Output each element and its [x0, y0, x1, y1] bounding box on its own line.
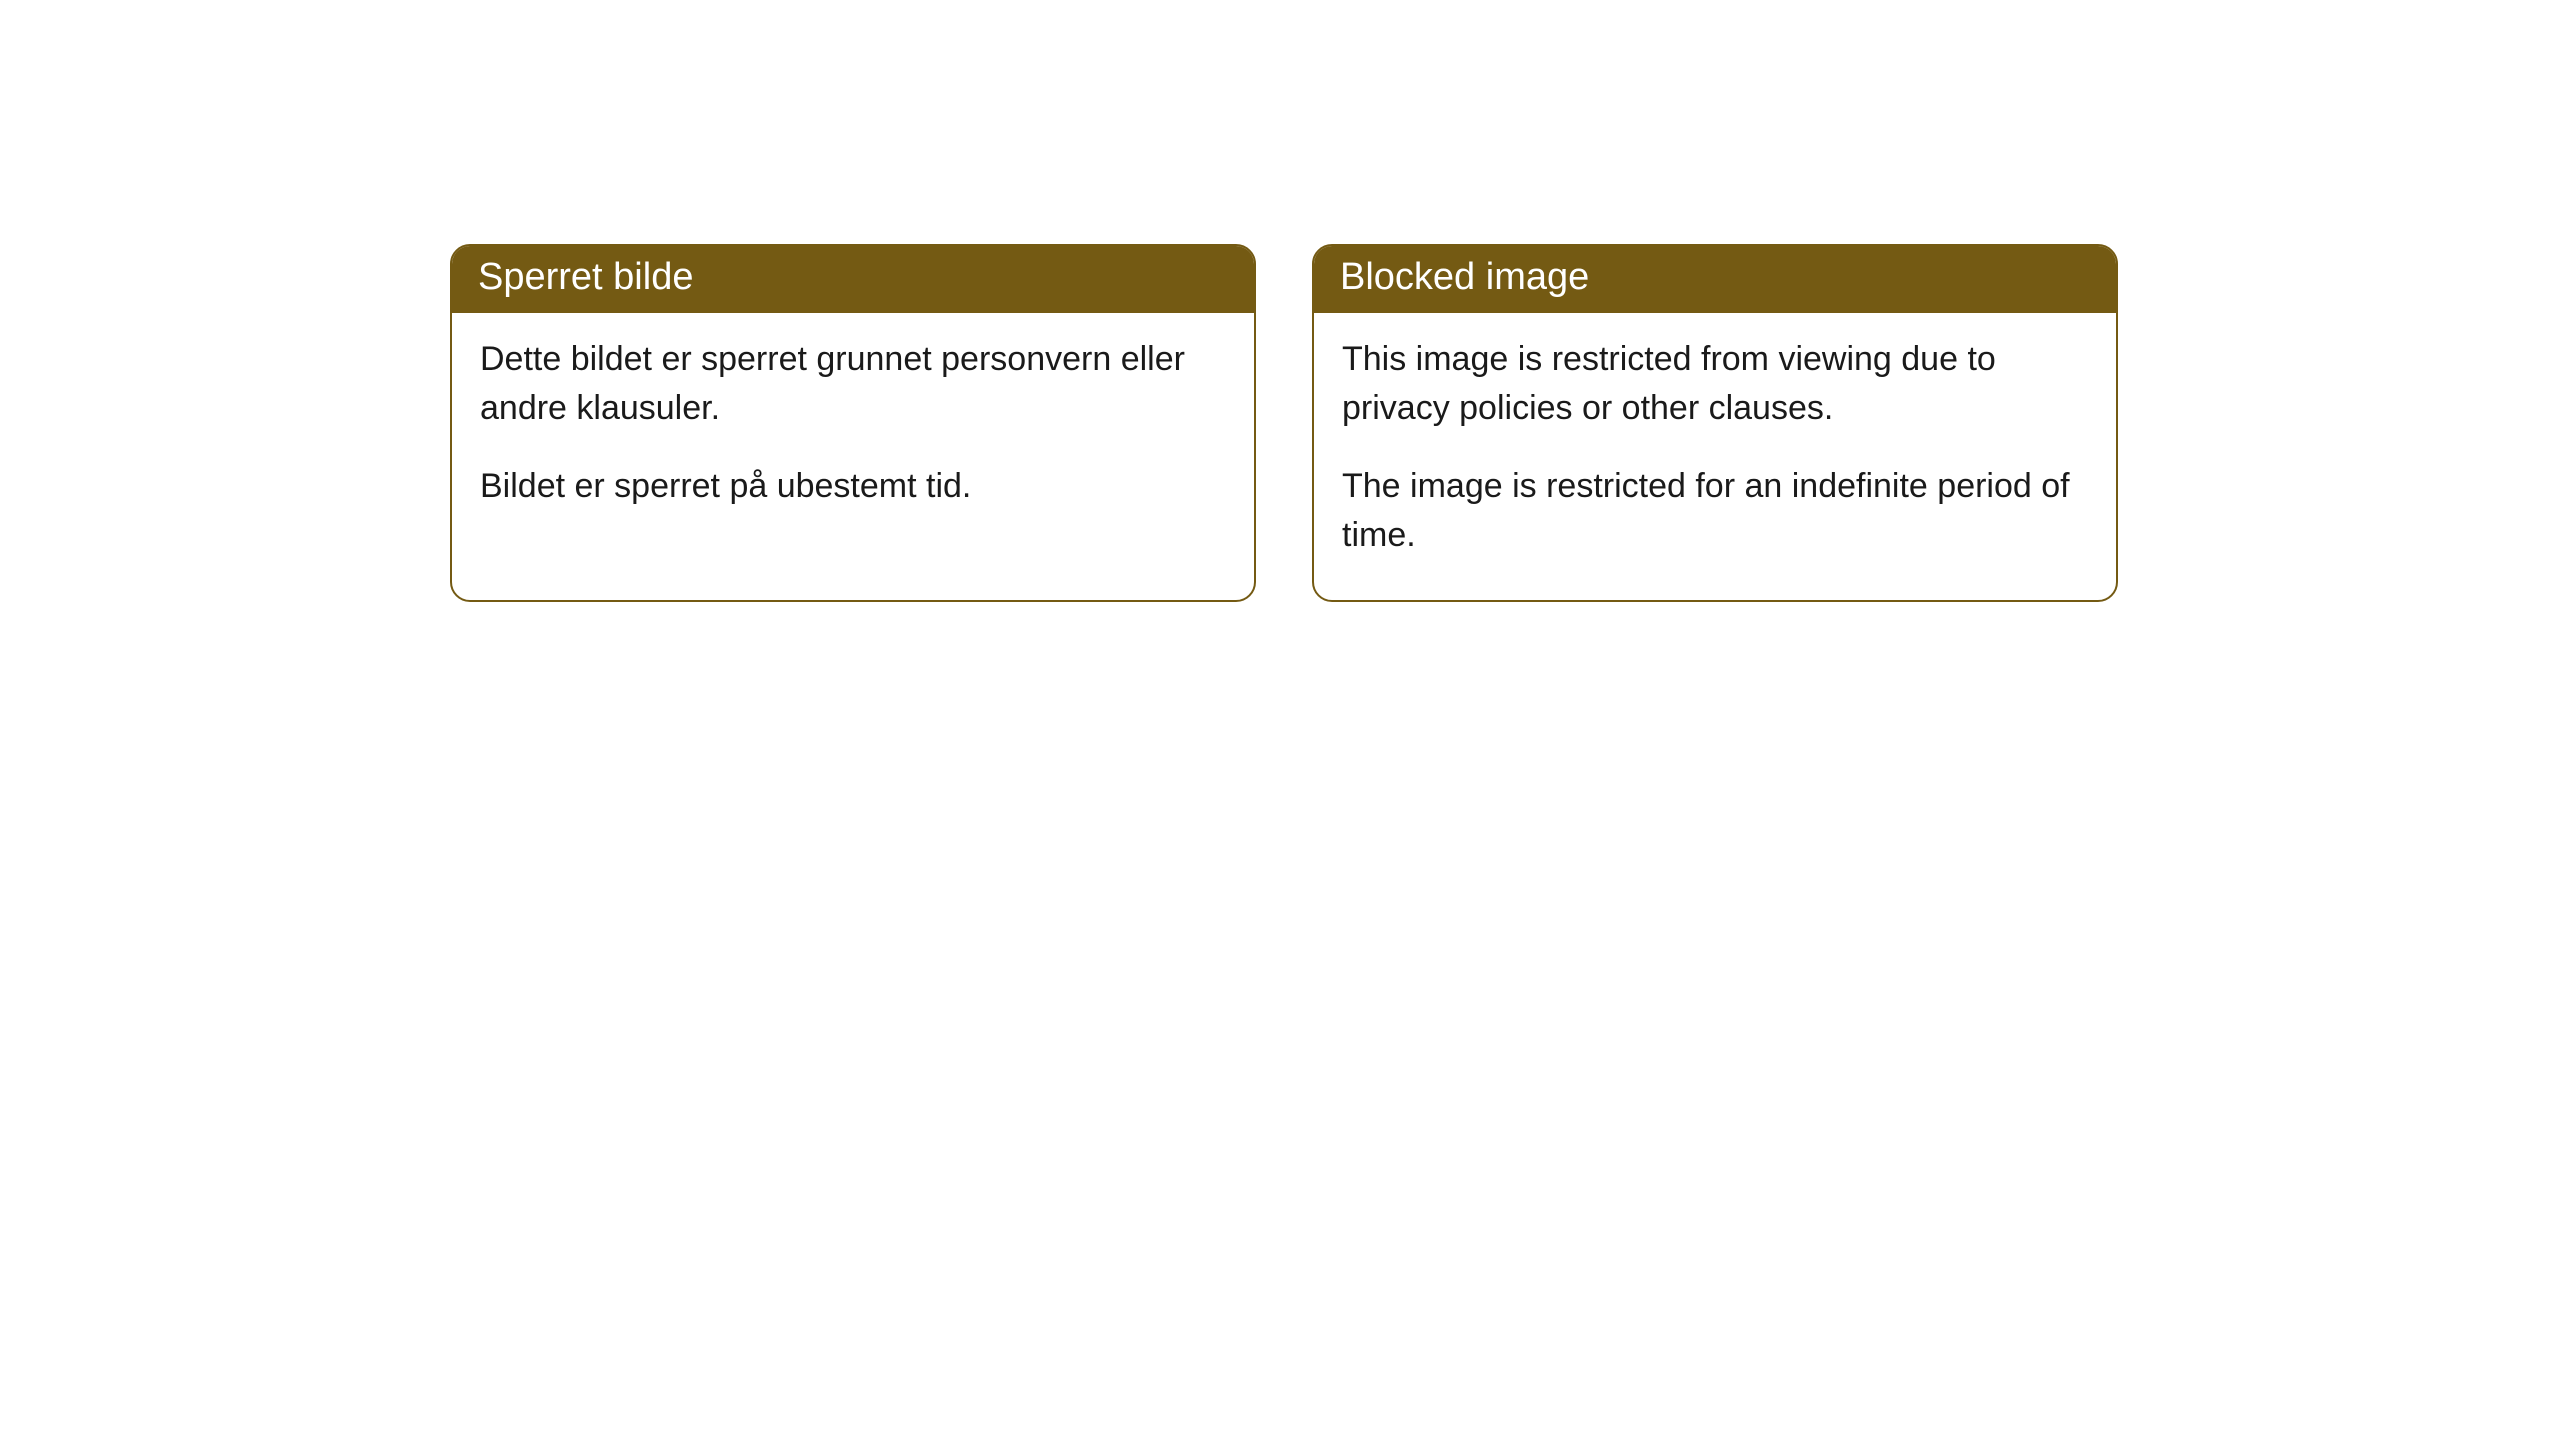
notice-card-english: Blocked image This image is restricted f… — [1312, 244, 2118, 602]
notice-paragraph: The image is restricted for an indefinit… — [1342, 462, 2088, 561]
notice-container: Sperret bilde Dette bildet er sperret gr… — [450, 244, 2118, 602]
notice-body-english: This image is restricted from viewing du… — [1314, 313, 2116, 600]
notice-title-english: Blocked image — [1314, 246, 2116, 313]
notice-title-norwegian: Sperret bilde — [452, 246, 1254, 313]
notice-paragraph: Bildet er sperret på ubestemt tid. — [480, 462, 1226, 511]
notice-paragraph: Dette bildet er sperret grunnet personve… — [480, 335, 1226, 434]
notice-paragraph: This image is restricted from viewing du… — [1342, 335, 2088, 434]
notice-body-norwegian: Dette bildet er sperret grunnet personve… — [452, 313, 1254, 551]
notice-card-norwegian: Sperret bilde Dette bildet er sperret gr… — [450, 244, 1256, 602]
